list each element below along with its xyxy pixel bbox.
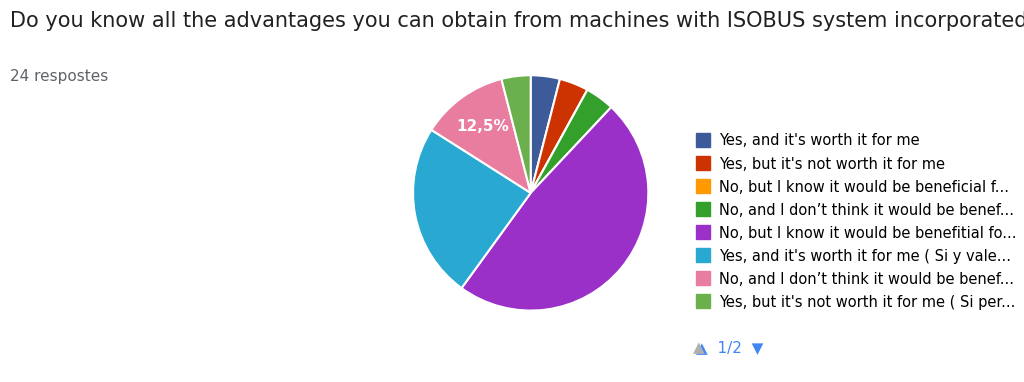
Text: ▲: ▲ [693,340,705,355]
Wedge shape [530,75,560,193]
Text: 24 respostes: 24 respostes [10,69,109,84]
Wedge shape [502,75,530,193]
Wedge shape [530,90,588,193]
Legend: Yes, and it's worth it for me, Yes, but it's not worth it for me, No, but I know: Yes, and it's worth it for me, Yes, but … [696,133,1017,310]
Wedge shape [530,90,611,193]
Wedge shape [413,130,530,288]
Text: 12,5%: 12,5% [456,119,509,134]
Wedge shape [530,79,588,193]
Wedge shape [431,79,530,193]
Text: Do you know all the advantages you can obtain from machines with ISOBUS system i: Do you know all the advantages you can o… [10,11,1024,31]
Text: ▲  1/2  ▼: ▲ 1/2 ▼ [696,340,764,355]
Wedge shape [462,107,648,311]
